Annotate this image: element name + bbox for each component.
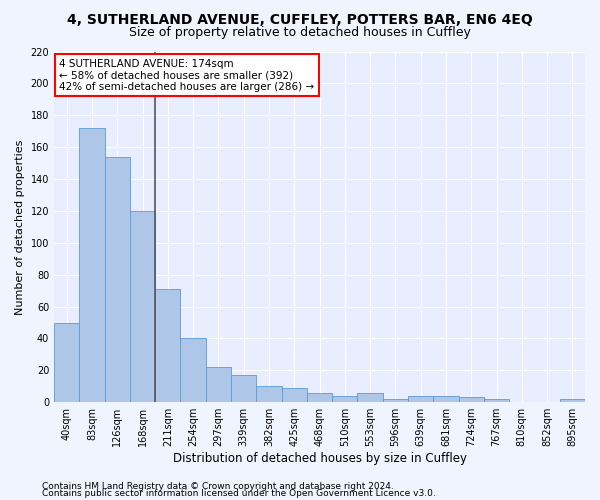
Bar [560, 399, 585, 402]
Bar [307, 392, 332, 402]
Bar [206, 367, 231, 402]
Bar [130, 211, 155, 402]
Bar [256, 386, 281, 402]
Bar [54, 322, 79, 402]
Bar [408, 396, 433, 402]
Bar [332, 396, 358, 402]
Y-axis label: Number of detached properties: Number of detached properties [15, 139, 25, 314]
Bar [181, 338, 206, 402]
Text: 4 SUTHERLAND AVENUE: 174sqm
← 58% of detached houses are smaller (392)
42% of se: 4 SUTHERLAND AVENUE: 174sqm ← 58% of det… [59, 58, 314, 92]
Bar [231, 375, 256, 402]
Text: 4, SUTHERLAND AVENUE, CUFFLEY, POTTERS BAR, EN6 4EQ: 4, SUTHERLAND AVENUE, CUFFLEY, POTTERS B… [67, 12, 533, 26]
Text: Contains HM Land Registry data © Crown copyright and database right 2024.: Contains HM Land Registry data © Crown c… [42, 482, 394, 491]
Text: Size of property relative to detached houses in Cuffley: Size of property relative to detached ho… [129, 26, 471, 39]
Bar [104, 156, 130, 402]
Text: Contains public sector information licensed under the Open Government Licence v3: Contains public sector information licen… [42, 490, 436, 498]
Bar [155, 289, 181, 402]
Bar [433, 396, 458, 402]
Bar [358, 392, 383, 402]
Bar [383, 399, 408, 402]
Bar [484, 399, 509, 402]
Bar [79, 128, 104, 402]
X-axis label: Distribution of detached houses by size in Cuffley: Distribution of detached houses by size … [173, 452, 467, 465]
Bar [458, 398, 484, 402]
Bar [281, 388, 307, 402]
